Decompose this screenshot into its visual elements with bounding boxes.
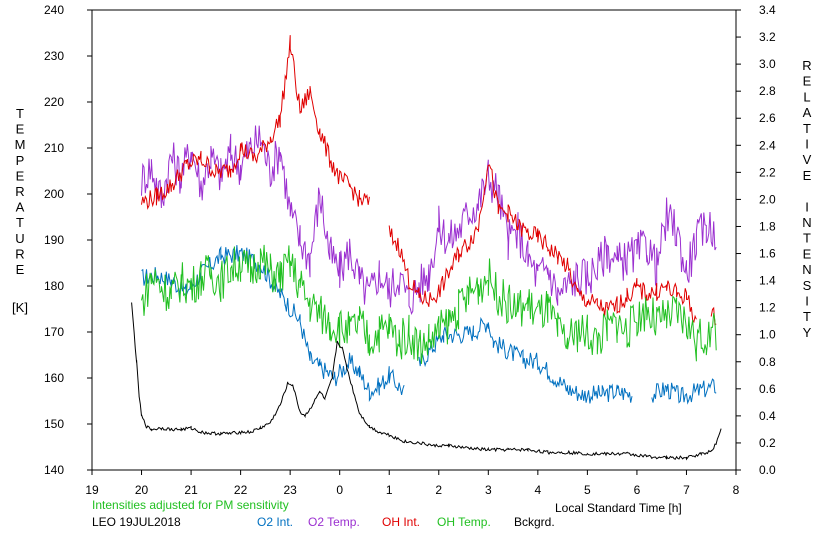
- right-label-letter: A: [803, 105, 812, 120]
- legend: O2 Int. O2 Temp. OH Int. OH Temp. Bckgrd.: [257, 515, 555, 529]
- right-label-letter: N: [802, 215, 811, 230]
- right-tick-label: 1.0: [759, 328, 776, 342]
- right-tick-label: 0.4: [759, 409, 776, 423]
- x-tick-label: 1: [386, 483, 393, 497]
- x-tick-label: 4: [535, 483, 542, 497]
- x-axis-ticks: 19 20 21 22 23 0 1 2 3 4 5 6 7 8: [85, 470, 740, 497]
- right-tick-label: 1.2: [759, 301, 776, 315]
- right-tick-label: 0.8: [759, 355, 776, 369]
- right-tick-label: 2.8: [759, 84, 776, 98]
- right-label-letter: I: [805, 294, 809, 309]
- left-label-letter: P: [16, 153, 25, 168]
- left-label-letter: M: [15, 137, 26, 152]
- right-label-letter: Y: [803, 325, 812, 340]
- right-label-letter: V: [803, 152, 812, 167]
- legend-entry: OH Temp.: [437, 515, 491, 529]
- series-layer: [131, 35, 722, 461]
- x-tick-label: 2: [435, 483, 442, 497]
- x-tick-label: 22: [234, 483, 248, 497]
- left-label-letter: R: [15, 246, 24, 261]
- x-tick-label: 6: [634, 483, 641, 497]
- x-tick-label: 19: [85, 483, 99, 497]
- x-tick-label: 20: [135, 483, 149, 497]
- right-label-letter: T: [803, 121, 811, 136]
- series-line-o2-temp: [141, 125, 717, 315]
- left-tick-label: 140: [44, 463, 64, 477]
- right-label-letter: I: [805, 199, 809, 214]
- x-tick-label: 23: [283, 483, 297, 497]
- legend-entry: Bckgrd.: [514, 515, 555, 529]
- left-tick-label: 230: [44, 49, 64, 63]
- right-tick-label: 2.6: [759, 111, 776, 125]
- right-tick-label: 1.8: [759, 219, 776, 233]
- left-tick-label: 210: [44, 141, 64, 155]
- right-label-letter: E: [803, 246, 812, 261]
- legend-entry: OH Int.: [382, 515, 420, 529]
- right-tick-label: 1.4: [759, 274, 776, 288]
- right-label-letter: N: [802, 262, 811, 277]
- left-tick-label: 220: [44, 95, 64, 109]
- right-label-letter: S: [803, 278, 812, 293]
- right-axis-ticks: 0.0 0.2 0.4 0.6 0.8 1.0 1.2 1.4 1.6 1.8 2.0 2.2 2.4 2…: [736, 3, 776, 477]
- left-axis-unit: [K]: [12, 300, 28, 315]
- right-label-letter: E: [803, 168, 812, 183]
- left-label-letter: E: [16, 168, 25, 183]
- right-label-letter: I: [805, 137, 809, 152]
- left-label-letter: T: [16, 106, 24, 121]
- right-label-letter: L: [803, 89, 810, 104]
- right-tick-label: 1.6: [759, 247, 776, 261]
- legend-entry: O2 Int.: [257, 515, 293, 529]
- x-tick-label: 21: [184, 483, 198, 497]
- left-tick-label: 150: [44, 417, 64, 431]
- x-tick-label: 0: [336, 483, 343, 497]
- right-tick-label: 0.6: [759, 382, 776, 396]
- series-line-oh-temp: [141, 244, 717, 364]
- x-tick-label: 8: [733, 483, 740, 497]
- x-tick-label: 3: [485, 483, 492, 497]
- right-tick-label: 3.0: [759, 57, 776, 71]
- right-label-letter: R: [802, 58, 811, 73]
- right-tick-label: 0.0: [759, 463, 776, 477]
- left-tick-label: 190: [44, 233, 64, 247]
- left-label-letter: A: [16, 200, 25, 215]
- station-label: LEO 19JUL2018: [92, 515, 181, 529]
- series-line-bckgrd: [131, 302, 722, 461]
- left-label-letter: U: [15, 231, 24, 246]
- right-label-letter: E: [803, 74, 812, 89]
- right-tick-label: 2.4: [759, 138, 776, 152]
- left-tick-label: 170: [44, 325, 64, 339]
- left-axis-ticks: 140 150 160 170 180 190 200 210 220 230 240: [44, 3, 92, 477]
- x-tick-label: 5: [584, 483, 591, 497]
- x-tick-label: 7: [683, 483, 690, 497]
- sensitivity-note: Intensities adjusted for PM sensitivity: [92, 498, 289, 512]
- right-label-letter: T: [803, 231, 811, 246]
- left-tick-label: 180: [44, 279, 64, 293]
- left-tick-label: 160: [44, 371, 64, 385]
- left-label-letter: E: [16, 122, 25, 137]
- legend-entry: O2 Temp.: [308, 515, 360, 529]
- right-tick-label: 3.2: [759, 30, 776, 44]
- left-label-letter: R: [15, 184, 24, 199]
- right-label-letter: T: [803, 309, 811, 324]
- left-tick-label: 240: [44, 3, 64, 17]
- left-tick-label: 200: [44, 187, 64, 201]
- right-tick-label: 3.4: [759, 3, 776, 17]
- right-tick-label: 0.2: [759, 436, 776, 450]
- left-label-letter: E: [16, 262, 25, 277]
- x-axis-label: Local Standard Time [h]: [555, 501, 682, 515]
- plot-frame: [91, 9, 737, 471]
- left-label-letter: T: [16, 215, 24, 230]
- right-tick-label: 2.0: [759, 192, 776, 206]
- right-tick-label: 2.2: [759, 165, 776, 179]
